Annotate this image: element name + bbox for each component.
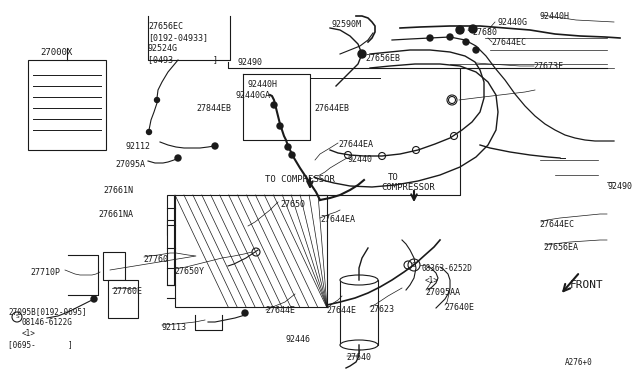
Text: 27095AA: 27095AA [425,288,460,297]
Bar [28,60,106,150]
Text: 27095B[0192-0695]: 27095B[0192-0695] [8,307,86,316]
Text: 27656EC: 27656EC [148,22,183,31]
Circle shape [212,143,218,149]
Text: 27661NA: 27661NA [98,210,133,219]
Text: 92113: 92113 [162,323,187,332]
Circle shape [427,35,433,41]
Text: 27623: 27623 [369,305,394,314]
Text: 27000X: 27000X [40,48,72,57]
Text: 27680: 27680 [472,28,497,37]
Circle shape [91,296,97,302]
Text: 27650Y: 27650Y [174,267,204,276]
Text: 92440G: 92440G [497,18,527,27]
Circle shape [289,152,295,158]
Ellipse shape [340,340,378,350]
Text: S: S [412,262,416,268]
Bar [103,252,125,280]
Text: 27760E: 27760E [112,287,142,296]
Text: 27644EC: 27644EC [539,220,574,229]
Text: [0493-       ]: [0493- ] [148,55,218,64]
Text: 27644EB: 27644EB [314,104,349,113]
Text: COMPRESSOR: COMPRESSOR [381,183,435,192]
Circle shape [154,97,159,103]
Circle shape [473,47,479,53]
Text: TO COMPRESSOR: TO COMPRESSOR [265,175,335,184]
Circle shape [463,39,469,45]
Text: 27644EC: 27644EC [491,38,526,47]
Circle shape [242,310,248,316]
Text: 27640E: 27640E [444,303,474,312]
Text: 08363-6252D: 08363-6252D [421,264,472,273]
Text: A276+0: A276+0 [565,358,593,367]
Text: <1>: <1> [425,276,439,285]
Circle shape [147,129,152,135]
Text: 92440: 92440 [347,155,372,164]
Text: 27095A: 27095A [115,160,145,169]
Text: 27650: 27650 [280,200,305,209]
Text: 27656EA: 27656EA [543,243,578,252]
Text: [0192-04933]: [0192-04933] [148,33,208,42]
Text: 27656EB: 27656EB [365,54,400,63]
Text: 92440H: 92440H [248,80,278,89]
Bar [175,195,327,307]
Text: 27644EA: 27644EA [338,140,373,149]
Text: 27644E: 27644E [326,306,356,315]
Bar [167,195,174,235]
Text: 92440H: 92440H [540,12,570,21]
Text: 27644E: 27644E [265,306,295,315]
Circle shape [456,26,464,34]
Circle shape [447,34,453,40]
Text: 27760: 27760 [143,255,168,264]
Circle shape [285,144,291,150]
Circle shape [469,25,477,33]
Text: TO: TO [388,173,399,182]
Text: <1>: <1> [22,329,36,338]
Text: 92440GA: 92440GA [235,91,270,100]
Circle shape [358,50,366,58]
Circle shape [175,155,181,161]
Circle shape [271,102,277,108]
Text: 92446: 92446 [286,335,311,344]
Ellipse shape [340,275,378,285]
Text: 08146-6122G: 08146-6122G [22,318,73,327]
Text: 27710P: 27710P [30,268,60,277]
Bar [167,220,174,285]
Circle shape [277,123,283,129]
Text: 92524G: 92524G [148,44,178,53]
Text: 27844EB: 27844EB [196,104,231,113]
Text: FRONT: FRONT [570,280,604,290]
Text: 92490: 92490 [608,182,633,191]
Text: [0695-       ]: [0695- ] [8,340,73,349]
Text: 27640: 27640 [346,353,371,362]
Text: 27673F: 27673F [533,62,563,71]
Text: S: S [15,314,19,320]
Text: 92490: 92490 [238,58,263,67]
Text: 92112: 92112 [125,142,150,151]
Text: 27661N: 27661N [103,186,133,195]
Text: 27644EA: 27644EA [320,215,355,224]
Bar [108,280,138,318]
Text: 92590M: 92590M [332,20,362,29]
Bar [340,280,378,345]
